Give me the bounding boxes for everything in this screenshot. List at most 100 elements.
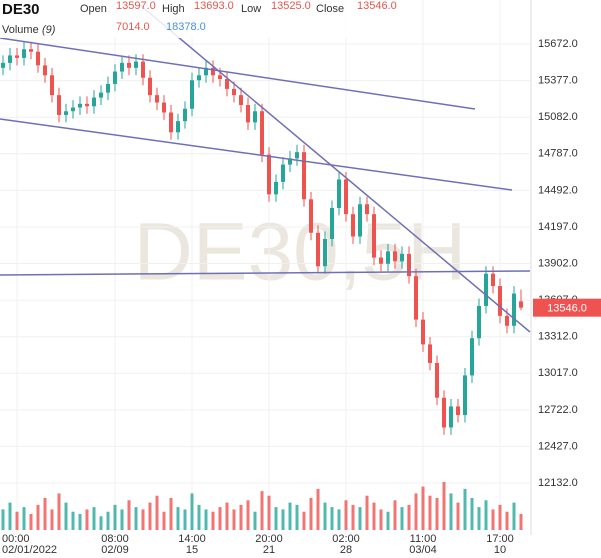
candle-body — [246, 105, 250, 123]
volume-bar — [204, 509, 208, 530]
volume-bar — [456, 502, 460, 530]
last-price-tag — [533, 298, 601, 317]
candle-body — [309, 199, 313, 233]
candle-body — [407, 253, 411, 277]
x-date-label: 02/09 — [101, 544, 129, 556]
volume-bar — [330, 507, 334, 530]
volume-bar — [127, 500, 131, 530]
volume-bar — [162, 511, 166, 530]
candle-body — [512, 293, 516, 326]
y-tick-label: 13902.0 — [538, 257, 578, 269]
candle-body — [134, 61, 138, 68]
volume-bar — [113, 504, 117, 530]
candle-body — [218, 75, 222, 79]
x-tick-label: 20:00 — [255, 533, 283, 545]
header-bg — [0, 0, 400, 38]
volume-bar — [428, 495, 432, 530]
y-tick-label: 15377.0 — [538, 75, 578, 87]
volume-value: 7014.0 — [116, 21, 150, 33]
low-label: Low — [241, 3, 261, 15]
y-tick-label: 14492.0 — [538, 184, 578, 196]
volume-bar — [197, 504, 201, 530]
volume-bar — [414, 493, 418, 530]
volume-bar — [344, 500, 348, 530]
last-price-label: 13546.0 — [547, 303, 587, 315]
volume-ma-value: 18378.0 — [166, 21, 206, 33]
x-tick-label: 11:00 — [410, 533, 437, 545]
candle-body — [344, 179, 348, 215]
candle-body — [386, 251, 390, 264]
candle-body — [477, 305, 481, 339]
volume-bar — [372, 502, 376, 530]
candle-body — [421, 319, 425, 345]
candle-body — [92, 97, 96, 107]
y-tick-label: 13312.0 — [538, 331, 578, 343]
candle-body — [365, 204, 369, 215]
volume-bar — [267, 495, 271, 530]
trend-line — [0, 118, 513, 191]
candle-body — [358, 204, 362, 237]
volume-bar — [239, 504, 243, 530]
volume-bar — [15, 511, 19, 530]
volume-bar — [99, 516, 103, 530]
candle-body — [71, 107, 75, 112]
volume-bar — [43, 498, 47, 530]
candle-body — [113, 71, 117, 84]
volume-bar — [393, 500, 397, 530]
volume-bar — [211, 511, 215, 530]
volume-bar — [337, 509, 341, 530]
candle-body — [400, 253, 404, 262]
x-date-label: 21 — [263, 544, 275, 556]
x-date-label: 15 — [186, 544, 198, 556]
volume-bar — [22, 507, 26, 530]
candle-body — [330, 207, 334, 239]
volume-bar — [36, 504, 40, 530]
candle-body — [267, 154, 271, 195]
candle-body — [36, 51, 40, 66]
volume-bar — [64, 502, 68, 530]
volume-bar — [295, 504, 299, 530]
y-tick-label: 12722.0 — [538, 404, 578, 416]
candle-body — [1, 62, 5, 68]
candle-body — [169, 112, 173, 133]
volume-bar — [1, 509, 5, 530]
candle-body — [498, 286, 502, 316]
low-value: 13525.0 — [271, 0, 311, 12]
candle-body — [442, 397, 446, 428]
candle-body — [428, 344, 432, 363]
candle-body — [295, 152, 299, 159]
x-date-label: 10 — [494, 544, 506, 556]
volume-bar — [8, 502, 12, 530]
candle-body — [141, 61, 145, 78]
candle-body — [260, 111, 264, 155]
volume-bar — [505, 511, 509, 530]
volume-bar — [148, 502, 152, 530]
candle-body — [470, 338, 474, 376]
volume-bar — [50, 509, 54, 530]
y-tick-label: 12132.0 — [538, 477, 578, 489]
volume-bar — [435, 498, 439, 530]
volume-bar — [386, 511, 390, 530]
volume-bar — [120, 509, 124, 530]
trend-line — [139, 4, 531, 333]
candle-body — [43, 65, 47, 76]
candle-body — [120, 62, 124, 72]
close-value: 13546.0 — [357, 0, 397, 12]
trend-line — [0, 270, 531, 276]
open-value: 13597.0 — [116, 0, 156, 12]
volume-bar — [169, 498, 173, 530]
candle-body — [190, 80, 194, 109]
volume-bar — [379, 509, 383, 530]
volume-bar — [421, 486, 425, 530]
volume-bar — [407, 504, 411, 530]
volume-bar — [463, 488, 467, 530]
candle-body — [435, 362, 439, 398]
y-tick-label: 14787.0 — [538, 148, 578, 160]
volume-bar — [498, 504, 502, 530]
candle-body — [253, 111, 257, 123]
candle-body — [351, 214, 355, 237]
volume-bar — [225, 502, 229, 530]
volume-bar — [512, 502, 516, 530]
volume-bar — [484, 500, 488, 530]
candle-body — [505, 315, 509, 326]
